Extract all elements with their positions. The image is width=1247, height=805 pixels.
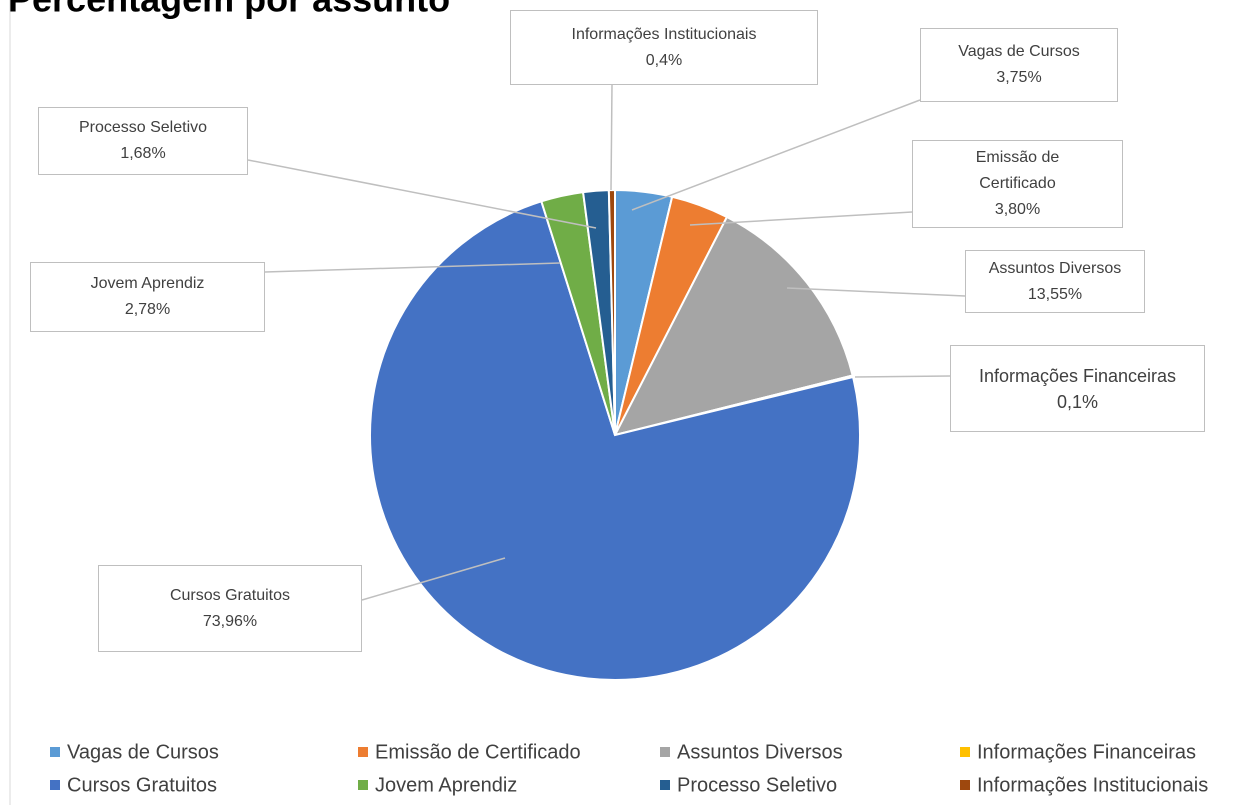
data-label: Jovem Aprendiz 2,78% bbox=[30, 262, 265, 332]
leader-line bbox=[854, 375, 951, 378]
data-label: Informações Institucionais 0,4% bbox=[510, 10, 818, 85]
leader-line bbox=[610, 84, 613, 191]
data-label: Emissão de Certificado 3,80% bbox=[912, 140, 1123, 228]
legend-label: Informações Financeiras bbox=[977, 741, 1196, 763]
label-name: Informações Institucionais bbox=[571, 25, 757, 43]
legend-label: Cursos Gratuitos bbox=[67, 774, 217, 796]
legend-label: Emissão de Certificado bbox=[375, 741, 581, 763]
pie-slice bbox=[369, 200, 861, 681]
legend-label: Informações Institucionais bbox=[977, 774, 1208, 796]
chart-title: Percentagem por assunto bbox=[8, 0, 450, 20]
data-label: Vagas de Cursos 3,75% bbox=[920, 28, 1118, 102]
pie bbox=[369, 188, 861, 681]
label-name: Processo Seletivo bbox=[78, 119, 208, 136]
legend-label: Processo Seletivo bbox=[677, 774, 837, 796]
legend-swatch bbox=[960, 747, 970, 757]
label-value: 1,68% bbox=[120, 145, 166, 162]
legend-swatch bbox=[50, 747, 60, 757]
label-name: Informações Financeiras bbox=[978, 365, 1177, 386]
data-label: Processo Seletivo 1,68% bbox=[38, 107, 248, 175]
label-value: 2,78% bbox=[124, 301, 171, 318]
legend-label: Assuntos Diversos bbox=[677, 741, 843, 763]
label-value: 3,75% bbox=[996, 69, 1042, 86]
label-value: 13,55% bbox=[1027, 285, 1083, 303]
legend-swatch bbox=[660, 747, 670, 757]
label-name: Emissão de Certificado bbox=[975, 149, 1060, 192]
legend-label: Vagas de Cursos bbox=[67, 741, 219, 763]
legend-swatch bbox=[660, 780, 670, 790]
legend-swatch bbox=[960, 780, 970, 790]
pie-slice bbox=[613, 215, 854, 437]
label-name: Cursos Gratuitos bbox=[169, 586, 291, 604]
data-label: Informações Financeiras 0,1% bbox=[950, 345, 1205, 432]
leader-line bbox=[689, 211, 913, 226]
legend-label: Jovem Aprendiz bbox=[375, 774, 517, 796]
pie-slice bbox=[607, 188, 616, 436]
label-value: 0,1% bbox=[1056, 391, 1099, 412]
label-value: 3,80% bbox=[994, 201, 1041, 218]
data-label: Assuntos Diversos 13,55% bbox=[965, 250, 1145, 313]
legend-swatch bbox=[358, 747, 368, 757]
label-value: 73,96% bbox=[202, 612, 258, 630]
leader-line bbox=[361, 557, 506, 601]
label-name: Vagas de Cursos bbox=[958, 43, 1080, 60]
label-name: Assuntos Diversos bbox=[988, 259, 1122, 277]
legend-swatch bbox=[50, 780, 60, 790]
label-name: Jovem Aprendiz bbox=[90, 275, 205, 292]
leader-line bbox=[631, 99, 921, 211]
legend-swatch bbox=[358, 780, 368, 790]
label-value: 0,4% bbox=[645, 51, 683, 69]
leader-line bbox=[264, 262, 561, 273]
leader-line bbox=[786, 287, 966, 297]
data-label: Cursos Gratuitos 73,96% bbox=[98, 565, 362, 652]
leader-line bbox=[247, 159, 597, 229]
